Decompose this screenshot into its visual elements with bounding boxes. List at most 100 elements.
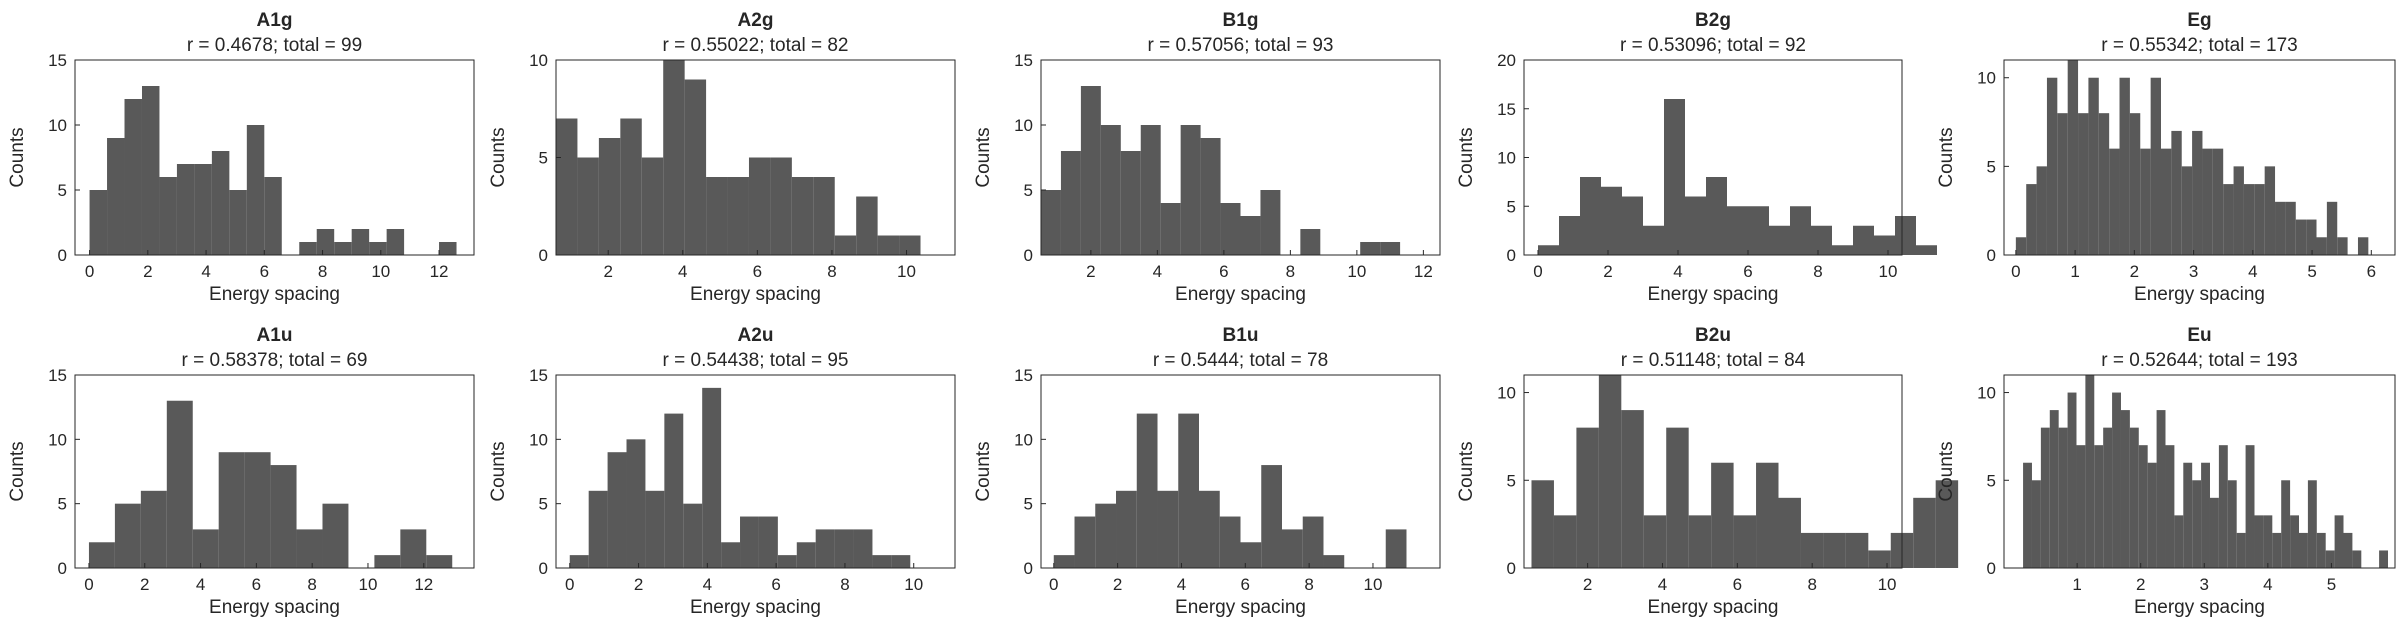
histogram-bar [2285, 201, 2296, 255]
histogram-bar [2272, 532, 2282, 568]
axes-box [1040, 59, 1441, 256]
panel-eg: 0 1 2 3 4 5 6 0 5 10 Eg r = 0.55342; total = 173 Ene… [1936, 10, 2396, 305]
histogram-bar [322, 503, 349, 568]
histogram-bar [1300, 229, 1321, 255]
histogram-bar [1711, 462, 1734, 568]
x-tick-label: 2 [2130, 262, 2139, 281]
histogram-bar [107, 138, 125, 255]
histogram-bar [211, 151, 230, 255]
histogram-bar [176, 164, 195, 255]
axes-box [2003, 59, 2396, 256]
panel-title: A2g [738, 10, 774, 31]
histogram-bar [2192, 130, 2203, 255]
x-tick-label: 5 [2307, 262, 2316, 281]
histogram-bar [856, 196, 878, 255]
panel-b1g: 2 4 6 8 10 12 0 5 10 15 B1g r = 0.57056; total = 93… [973, 10, 1441, 305]
histogram-bar [727, 177, 749, 255]
y-tick-label: 5 [58, 495, 67, 514]
panel-b1u: 0 2 4 6 8 10 0 5 10 15 B1u r = 0.5444; total = 78 En… [973, 325, 1441, 618]
y-axis-label: Counts [488, 127, 509, 187]
histogram-bar [1553, 515, 1577, 568]
x-tick-label: 8 [318, 262, 327, 281]
y-axis-label: Counts [973, 127, 994, 187]
histogram-bar [2171, 130, 2182, 255]
histogram-bar [1874, 235, 1895, 255]
histogram-bar [2209, 497, 2219, 568]
histogram-bar [2094, 445, 2104, 568]
histogram-bar [369, 242, 387, 255]
histogram-bar [386, 229, 405, 255]
histogram-bar [2181, 166, 2193, 255]
y-axis-label: Counts [1456, 127, 1477, 187]
histogram-bar [1601, 186, 1622, 255]
histogram-bar [2307, 480, 2317, 568]
histogram-bar [2263, 515, 2273, 568]
histogram-bar [1538, 245, 1559, 255]
histogram-bar [1385, 529, 1407, 568]
x-tick-label: 0 [85, 262, 94, 281]
panel-title: Eu [2187, 325, 2211, 346]
histogram-bar [1095, 503, 1117, 568]
histogram-bar [1240, 216, 1261, 255]
histogram-bar [758, 516, 778, 568]
x-tick-label: 10 [359, 575, 378, 594]
x-tick-label: 4 [2263, 575, 2272, 594]
histogram-bar [2334, 515, 2344, 568]
x-tick-label: 1 [2072, 575, 2081, 594]
histogram-bar [872, 555, 892, 568]
x-tick-label: 8 [840, 575, 849, 594]
histogram-bar [2295, 219, 2307, 255]
y-tick-label: 10 [1497, 384, 1516, 403]
y-tick-label: 0 [1987, 246, 1996, 265]
histogram-bar [1685, 196, 1706, 255]
histogram-bar [2150, 77, 2161, 255]
panel-a1u: 0 2 4 6 8 10 12 0 5 10 15 A1u r = 0.58378; total = 6… [7, 325, 475, 618]
x-axis-label: Energy spacing [1175, 597, 1306, 618]
histogram-bar [2140, 148, 2151, 255]
x-tick-label: 0 [84, 575, 93, 594]
histogram-bar [1706, 177, 1727, 255]
panel-subtitle: r = 0.57056; total = 93 [1148, 35, 1334, 56]
x-tick-label: 3 [2189, 262, 2198, 281]
histogram-bar [2337, 237, 2348, 255]
x-tick-label: 2 [2136, 575, 2145, 594]
y-tick-label: 5 [539, 495, 548, 514]
x-tick-label: 2 [143, 262, 152, 281]
y-tick-label: 0 [1507, 559, 1516, 578]
histogram-bar [796, 542, 816, 568]
histogram-bar [1621, 410, 1644, 568]
axes-box [2003, 374, 2396, 569]
histogram-bar [813, 177, 835, 255]
histogram-bar [2076, 445, 2086, 568]
y-tick-label: 5 [1024, 495, 1033, 514]
histogram-bar [620, 118, 642, 255]
x-tick-label: 0 [1533, 262, 1542, 281]
histogram-bar [1935, 480, 1959, 568]
histogram-bar [299, 242, 317, 255]
x-tick-label: 3 [2200, 575, 2209, 594]
panel-title: B2u [1695, 325, 1731, 346]
histogram-bar [2147, 462, 2157, 568]
histogram-bar [2223, 184, 2234, 255]
panel-title: A1u [257, 325, 293, 346]
y-axis-label: Counts [488, 441, 509, 501]
x-tick-label: 0 [2011, 262, 2020, 281]
histogram-bar [2046, 77, 2058, 255]
histogram-bar [1140, 125, 1161, 255]
axes-box [74, 374, 475, 569]
x-tick-label: 12 [414, 575, 433, 594]
histogram-bar [645, 490, 665, 568]
y-tick-label: 0 [58, 246, 67, 265]
x-tick-label: 10 [904, 575, 923, 594]
panel-a2g: 2 4 6 8 10 0 5 10 A2g r = 0.55022; total = 82 Ener… [488, 10, 956, 305]
panel-title: B1g [1223, 10, 1259, 31]
histogram-bar [853, 529, 873, 568]
x-tick-label: 10 [1347, 262, 1366, 281]
x-tick-label: 10 [897, 262, 916, 281]
histogram-bar [834, 529, 854, 568]
histogram-bar [1120, 151, 1141, 255]
histogram-bar [2316, 532, 2326, 568]
x-tick-label: 10 [1364, 575, 1383, 594]
histogram-bar [88, 542, 115, 568]
x-tick-label: 6 [771, 575, 780, 594]
